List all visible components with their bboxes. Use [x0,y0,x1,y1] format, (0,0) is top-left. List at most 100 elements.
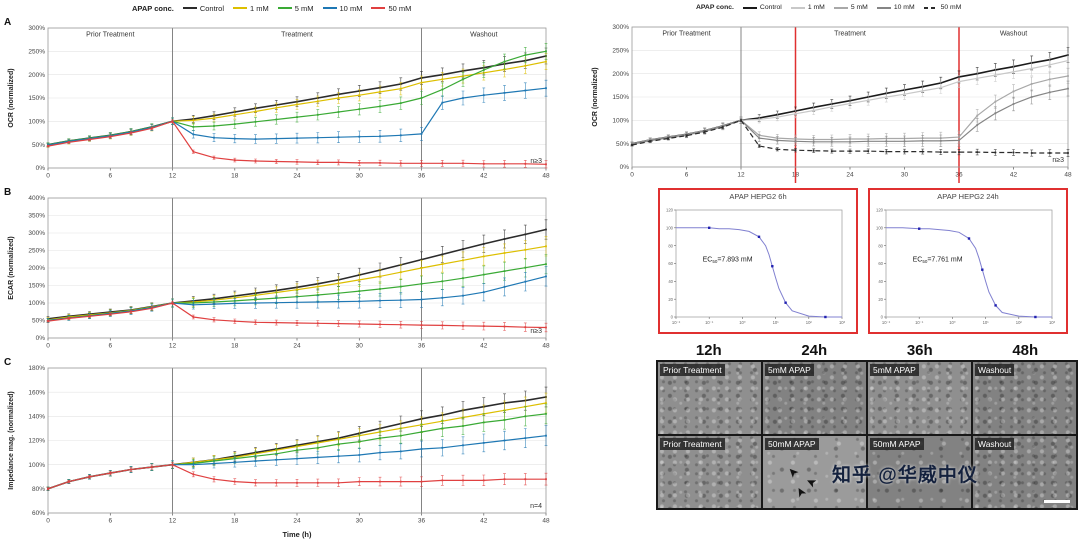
x-tick-label: 48 [542,518,550,525]
y-tick-label: 100% [28,300,45,307]
watermark-brand: 知乎 [832,465,873,486]
x-tick-label: 6 [108,343,112,350]
x-tick-label: 48 [1064,172,1072,179]
x-tick-label: 6 [685,172,689,179]
n-label: n=4 [530,503,542,510]
x-tick-label: 10¹ [983,320,990,325]
phase-label: Washout [1000,31,1027,38]
plot-frame [47,27,547,169]
y-tick-label: 300% [28,25,45,32]
ec50-title-24h: APAP HEPG2 24h [937,192,999,201]
x-tick-label: 0 [46,343,50,350]
ecar-chart: 0% 50% 100% 150% 200% 250% 300% 350% 400% 0 6 12 18 2… [8,195,550,350]
legend-item-5-mm: 5 mM [833,4,868,11]
phase-label: Prior Treatment [662,31,710,38]
x-tick-label: 10⁻² [882,320,891,325]
legend-item-10-mm: 10 mM [876,4,915,11]
y-tick-label: 140% [28,414,45,421]
dose-response-curve [886,227,1052,318]
dose-response-24h-chart: 0 20 40 60 80 100 120 10⁻² 10⁻¹ 10⁰ 10¹ 10² 10³ EC50=… [876,208,1056,325]
phase-label: Washout [470,32,497,39]
ec50-panel-24h: APAP HEPG2 24h 0 20 40 60 80 100 120 10⁻² 10⁻¹ 10… [868,188,1068,334]
time-label-24h: 24h [801,342,828,359]
y-tick-label: 80 [668,243,673,248]
ec50-title-6h: APAP HEPG2 6h [729,192,787,201]
legend-label: 5 mM [850,4,868,11]
x-tick-label: 0 [630,172,634,179]
x-tick-label: 10³ [1049,320,1056,325]
y-axis-label: OCR (normalized) [592,67,599,126]
micro-tile-washout-50mm: Washout [973,436,1076,508]
legend-apap-conc-left: APAP conc. Control 1 mM 5 mM 10 mM 50 mM [132,2,564,14]
data-point-marker [1034,315,1037,319]
time-label-12h: 12h [695,342,722,359]
legend-apap-conc-right: APAP conc. Control 1 mM 5 mM 10 mM 50 mM [696,2,1080,13]
data-point-marker [708,226,711,229]
y-tick-label: 0% [620,164,630,171]
x-tick-label: 12 [169,518,177,525]
x-tick-label: 30 [356,173,364,180]
time-label-48h: 48h [1012,342,1039,359]
micro-tile-50mm-36h: 50mM APAP [868,436,971,508]
x-tick-label: 24 [293,343,301,350]
plot-frame [885,209,1053,318]
legend-item-50-mm: 50 mM [371,4,411,13]
impedance-chart: 60% 80% 100% 120% 140% 160% 180% 0 6 12 18 24 30 36 42… [8,365,550,539]
x-tick-label: 10² [806,320,813,325]
legend-swatch-icon [790,6,805,9]
error-bars-50-mm [46,119,548,169]
legend-label: 10 mM [893,4,915,11]
x-tick-label: 36 [418,343,426,350]
y-tick-label: 100% [28,119,45,126]
y-tick-label: 20 [878,297,883,302]
legend-swatch-icon [277,7,292,9]
tile-label: Prior Treatment [660,364,725,376]
tile-label: Washout [975,364,1015,376]
plot-frame [631,26,1069,168]
y-axis-label: Impedance mag. (normalized) [8,391,15,489]
error-bars-50-mm [46,462,548,491]
x-tick-label: 30 [356,343,364,350]
time-label-36h: 36h [906,342,933,359]
legend-swatch-icon [923,6,938,9]
y-tick-label: 200% [28,265,45,272]
left-chart-column: APAP conc. Control 1 mM 5 mM 10 mM 50 mM A 0%… [4,2,564,540]
watermark-handle: @华威中仪 [878,465,978,486]
y-tick-label: 200% [28,72,45,79]
y-tick-label: 180% [28,365,45,372]
legend-swatch-icon [876,6,891,9]
micro-tile-50mm-24h: 50mM APAP ➤ ➤ ➤ [763,436,866,508]
y-tick-label: 250% [612,48,629,55]
tile-label: 50mM APAP [870,438,924,450]
y-tick-label: 60 [878,261,883,266]
series-markers-control [47,55,547,146]
y-tick-label: 120% [28,438,45,445]
y-tick-label: 60% [32,510,45,517]
ec50-row: APAP HEPG2 6h 0 20 40 60 80 100 120 10⁻² 10⁻¹ 10⁰… [658,188,1080,334]
dose-response-curve [676,227,842,318]
micro-tile-prior-5mm: Prior Treatment [658,362,761,434]
legend-swatch-icon [182,7,197,9]
ec50-annotation: EC50=7.893 mM [703,257,753,265]
y-tick-label: 200% [612,71,629,78]
y-tick-label: 80 [878,243,883,248]
legend-label: 50 mM [388,3,412,13]
legend-item-50-mm: 50 mM [923,4,961,11]
error-bars-1-mm [46,236,548,323]
x-tick-label: 0 [46,173,50,180]
data-point-marker [771,265,774,268]
x-tick-label: 18 [231,343,239,350]
y-axis-label: OCR (normalized) [8,68,15,127]
x-tick-label: 24 [293,173,301,180]
legend-label: Control [199,3,225,13]
series-markers-5-mm [47,413,547,490]
micro-tile-prior-50mm: Prior Treatment [658,436,761,508]
y-tick-label: 0 [671,315,674,320]
error-bars-10-mm [630,80,1070,147]
y-tick-label: 100 [876,225,884,230]
zhihu-watermark: 知乎 @华威中仪 [832,460,978,487]
tile-label: 50mM APAP [765,438,819,450]
x-tick-label: 36 [418,518,426,525]
x-tick-label: 42 [480,173,488,180]
